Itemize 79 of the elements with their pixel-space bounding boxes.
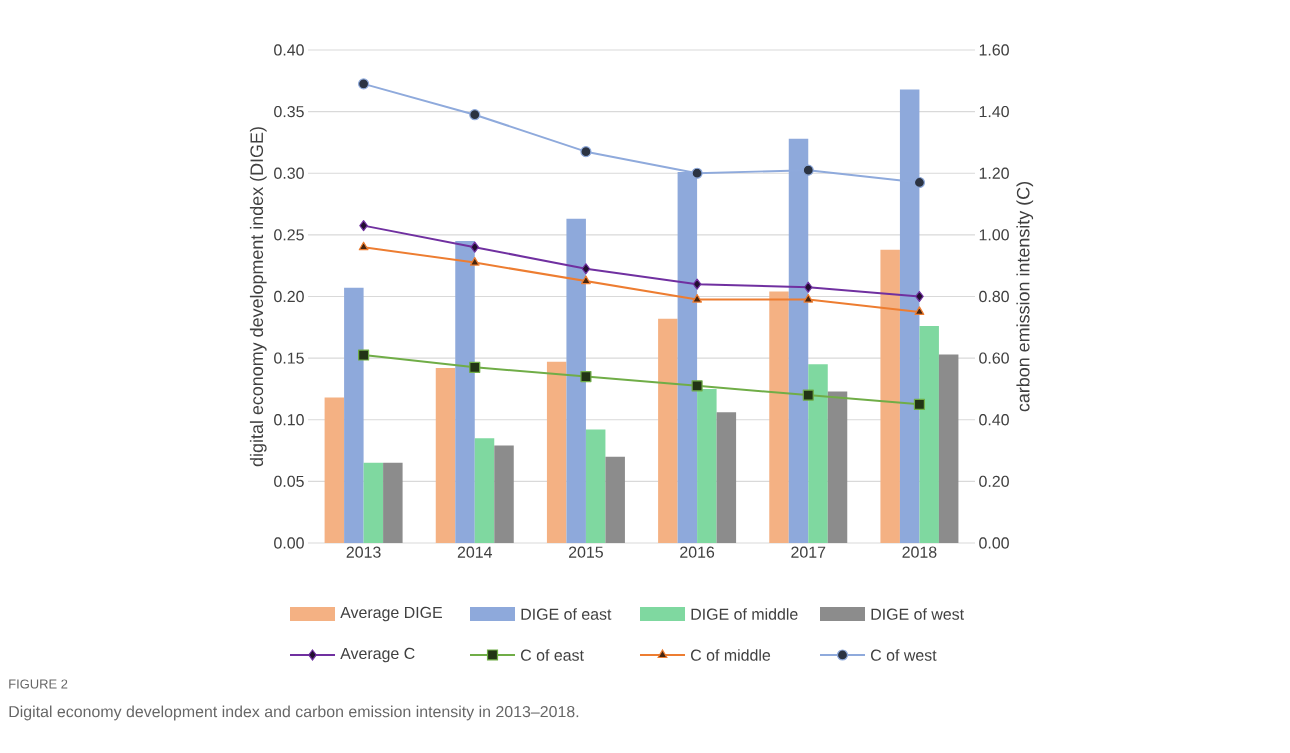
legend-label: C of west — [871, 649, 937, 661]
point — [803, 293, 814, 303]
point — [692, 293, 703, 303]
x-tick-label: 2015 — [568, 546, 603, 558]
point — [358, 349, 370, 361]
legend-label: DIGE of middle — [691, 608, 798, 620]
y-tick-label: 0.20 — [274, 290, 304, 303]
point — [470, 241, 480, 253]
x-tick-label: 2017 — [791, 546, 826, 558]
bar — [585, 429, 606, 543]
y-tick-label: 0.05 — [274, 475, 304, 487]
x-tick-label: 2014 — [457, 546, 493, 558]
point — [469, 361, 481, 373]
point — [803, 281, 813, 293]
legend-label: Average C — [340, 647, 415, 663]
y2-axis-title: carbon emission intensity (C) — [1016, 182, 1034, 412]
legend-label: Average DIGE — [340, 606, 442, 622]
point — [580, 371, 592, 383]
bar — [808, 364, 828, 543]
point — [580, 146, 592, 158]
point — [692, 278, 702, 290]
bar — [919, 326, 939, 543]
point — [469, 257, 480, 266]
bar — [324, 397, 345, 543]
y2-tick-label: 1.20 — [979, 167, 1009, 179]
y-tick-label: 0.25 — [274, 229, 304, 241]
bar — [435, 367, 456, 543]
point — [469, 109, 481, 121]
bar — [827, 391, 848, 543]
bar — [769, 291, 789, 543]
point — [581, 263, 591, 275]
bar — [344, 287, 364, 543]
point — [802, 164, 814, 176]
bar — [474, 438, 495, 543]
caption: FIGURE 2 — [9, 679, 68, 689]
y-axis-title: digital economy development index (DIGE) — [249, 127, 267, 467]
legend-label: C of middle — [691, 649, 771, 661]
x-tick-label: 2013 — [346, 546, 381, 558]
point — [914, 306, 925, 315]
point — [358, 241, 369, 251]
y-tick-label: 0.10 — [274, 414, 304, 426]
legend-label: C of east — [521, 649, 584, 661]
point — [358, 78, 370, 90]
y-tick-label: 0.35 — [274, 105, 304, 118]
y-tick-label: 0.00 — [274, 537, 304, 549]
point — [691, 167, 703, 179]
bar — [605, 456, 625, 543]
y2-tick-label: 1.60 — [979, 44, 1009, 56]
bar — [566, 218, 586, 543]
bar — [938, 354, 959, 543]
point — [359, 220, 368, 232]
point — [913, 398, 926, 410]
bar — [658, 318, 678, 543]
y2-tick-label: 0.60 — [979, 352, 1009, 364]
y2-tick-label: 0.40 — [979, 414, 1009, 426]
y2-tick-label: 1.40 — [979, 105, 1009, 118]
legend-label: DIGE of east — [521, 608, 612, 620]
y2-tick-label: 0.20 — [979, 475, 1009, 487]
y-tick-label: 0.30 — [274, 167, 304, 179]
y2-tick-label: 0.80 — [979, 290, 1009, 303]
bar — [697, 388, 717, 543]
bar — [363, 462, 384, 543]
y2-tick-label: 1.00 — [979, 229, 1009, 241]
point — [691, 380, 703, 392]
bar — [455, 241, 475, 543]
x-tick-label: 2018 — [902, 546, 937, 558]
y-tick-label: 0.15 — [274, 352, 304, 364]
bar — [546, 361, 567, 543]
y2-tick-label: 0.00 — [979, 537, 1009, 549]
bar — [716, 412, 737, 543]
bar — [383, 462, 403, 543]
y-tick-label: 0.40 — [274, 44, 304, 56]
point — [802, 389, 814, 401]
point — [581, 275, 591, 285]
text: Digital economy development index and carbon emission intensity in 2013–2018. — [9, 705, 579, 721]
x-tick-label: 2016 — [680, 546, 715, 558]
legend-label: DIGE of west — [871, 608, 964, 620]
bar — [494, 445, 514, 543]
bar — [880, 249, 900, 543]
